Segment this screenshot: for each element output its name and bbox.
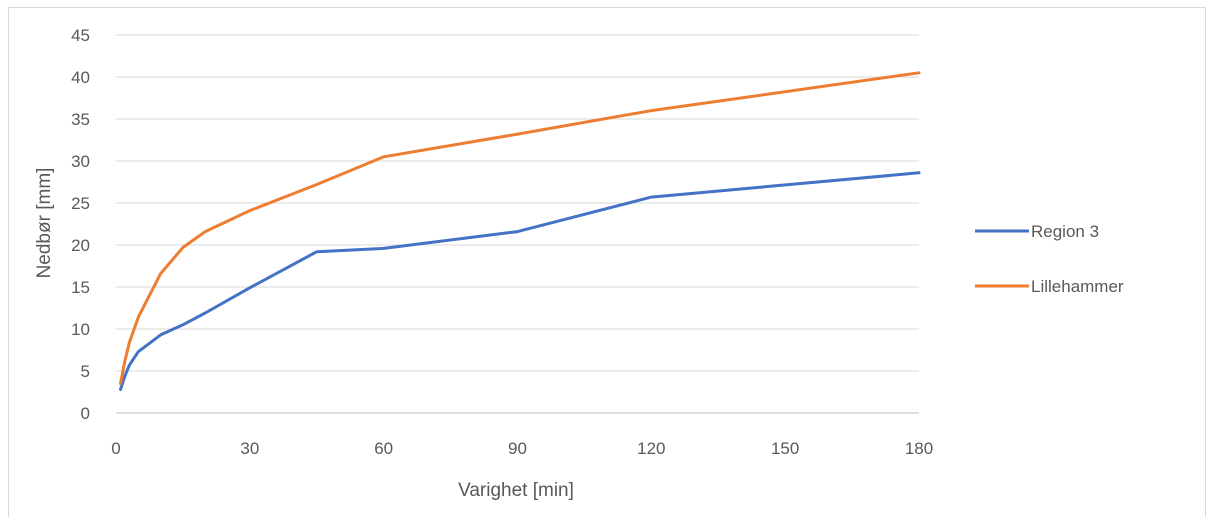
y-tick-label: 40	[71, 68, 90, 87]
legend: Region 3 Lillehammer	[975, 222, 1124, 296]
series-line-region-3	[119, 171, 921, 391]
y-tick-label: 30	[71, 152, 90, 171]
y-tick-label: 20	[71, 236, 90, 255]
y-tick-label: 0	[81, 404, 90, 423]
x-tick-label: 90	[508, 439, 527, 458]
x-tick-label: 60	[374, 439, 393, 458]
legend-label: Lillehammer	[1031, 277, 1124, 296]
series-lines	[119, 71, 921, 391]
x-tick-label: 180	[905, 439, 933, 458]
x-tick-label: 150	[771, 439, 799, 458]
y-tick-label: 10	[71, 320, 90, 339]
y-tick-labels: 0 5 10 15 20 25 30 35 40 45	[71, 26, 90, 423]
x-tick-label: 120	[637, 439, 665, 458]
x-axis-title: Varighet [min]	[458, 480, 574, 501]
x-tick-label: 0	[111, 439, 120, 458]
series-line-lillehammer	[119, 71, 921, 386]
y-tick-label: 5	[81, 362, 90, 381]
y-axis-title: Nedbør [mm]	[34, 168, 55, 279]
gridlines	[116, 34, 919, 372]
y-tick-label: 45	[71, 26, 90, 45]
x-tick-labels: 0 30 60 90 120 150 180	[111, 439, 933, 458]
x-tick-label: 30	[240, 439, 259, 458]
y-tick-label: 35	[71, 110, 90, 129]
chart-frame	[8, 7, 1206, 517]
legend-label: Region 3	[1031, 222, 1099, 241]
y-tick-label: 25	[71, 194, 90, 213]
y-tick-label: 15	[71, 278, 90, 297]
